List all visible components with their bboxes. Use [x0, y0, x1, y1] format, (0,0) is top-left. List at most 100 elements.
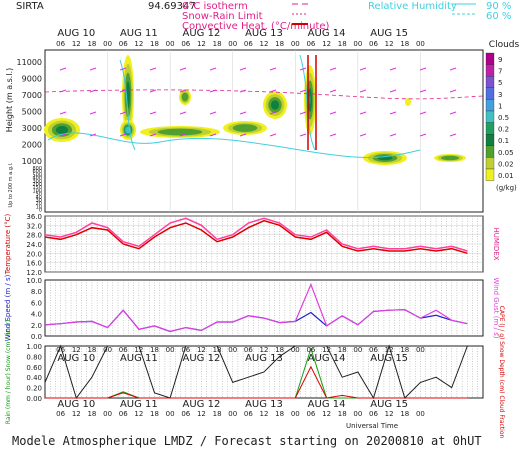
- wind-arrow: [89, 111, 97, 115]
- hour-tick-label: 18: [338, 40, 347, 48]
- hour-tick-label: 12: [197, 410, 206, 418]
- series-line: [44, 217, 468, 252]
- height-tick-label-low: 300: [32, 179, 42, 185]
- hour-tick-label: 00: [228, 40, 237, 48]
- legend-convective: Convective Heat. (°C/minute): [182, 21, 330, 32]
- y-tick-label: 28.0: [26, 232, 42, 240]
- day-label: AUG 15: [370, 353, 408, 364]
- series-line: [45, 365, 468, 399]
- legend-snow-rain: Snow-Rain Limit: [182, 11, 263, 22]
- series-line: [44, 282, 468, 333]
- wind-arrow: [269, 133, 277, 137]
- hour-tick-label: 18: [150, 40, 159, 48]
- hour-tick-label: 18: [87, 346, 96, 354]
- hour-tick-label: 18: [338, 410, 347, 418]
- day-label: AUG 14: [308, 399, 346, 410]
- y-tick-label: 0.20: [26, 385, 42, 393]
- height-tick-label: 11000: [17, 58, 42, 67]
- hour-tick-label: 06: [306, 346, 315, 354]
- hour-tick-label: 12: [260, 40, 269, 48]
- wind-arrow: [389, 111, 397, 115]
- hour-tick-label: 00: [228, 346, 237, 354]
- day-label: AUG 12: [183, 28, 221, 39]
- height-axis-label: Height (m a.s.l.): [5, 68, 14, 133]
- hour-tick-label: 00: [228, 410, 237, 418]
- day-label: AUG 12: [183, 353, 221, 364]
- colorbar-label: 0.1: [498, 137, 509, 145]
- hour-tick-label: 18: [338, 346, 347, 354]
- hour-tick-label: 00: [416, 346, 425, 354]
- day-label: AUG 11: [120, 28, 158, 39]
- colorbar-swatch: [485, 110, 495, 123]
- wind-arrow: [359, 133, 367, 137]
- wind-arrow: [119, 133, 127, 137]
- wind-gust-axis-label: Wind Gust (m / s): [492, 277, 500, 338]
- hour-tick-label: 18: [400, 410, 409, 418]
- wind-arrow: [299, 89, 307, 93]
- hour-tick-label: 12: [134, 346, 143, 354]
- colorbar-label: 7: [498, 68, 502, 76]
- colorbar-label: 5: [498, 79, 502, 87]
- day-label: AUG 13: [245, 28, 283, 39]
- hour-tick-label: 18: [275, 346, 284, 354]
- wind-arrow: [149, 133, 157, 137]
- hour-tick-label: 06: [56, 410, 65, 418]
- wind-arrow: [329, 89, 337, 93]
- wind-arrow: [299, 111, 307, 115]
- y-tick-label: 0.60: [26, 364, 42, 372]
- height-tick-label-low: 150: [32, 185, 42, 191]
- wind-arrow: [419, 133, 427, 137]
- hour-tick-label: 06: [181, 346, 190, 354]
- day-label: AUG 10: [57, 353, 95, 364]
- hour-tick-label: 12: [385, 40, 394, 48]
- hour-tick-label: 00: [353, 346, 362, 354]
- y-tick-label: 24.0: [26, 241, 42, 249]
- hour-tick-label: 00: [103, 346, 112, 354]
- y-tick-label: 0.00: [26, 395, 42, 403]
- wind-arrow: [239, 89, 247, 93]
- hour-tick-label: 00: [166, 40, 175, 48]
- hour-tick-label: 06: [306, 40, 315, 48]
- wind-arrow: [89, 67, 97, 71]
- height-tick-label: 7000: [22, 91, 42, 100]
- hour-tick-label: 12: [197, 40, 206, 48]
- wind-arrow: [329, 111, 337, 115]
- day-label: AUG 15: [370, 399, 408, 410]
- hour-tick-label: 06: [119, 346, 128, 354]
- hour-tick-label: 12: [385, 410, 394, 418]
- wind-arrow: [419, 89, 427, 93]
- day-label: AUG 12: [183, 399, 221, 410]
- hour-tick-label: 12: [72, 346, 81, 354]
- cloud-area: [157, 128, 203, 136]
- colorbar-label: 0.2: [498, 126, 509, 134]
- wind-arrow: [389, 67, 397, 71]
- header-number: 94.69347: [148, 1, 196, 12]
- convective-heating-contour: [307, 55, 317, 150]
- height-tick-label-low: 800: [32, 166, 42, 172]
- y-tick-label: 1.00: [26, 343, 42, 351]
- y-tick-label: 36.0: [26, 213, 42, 221]
- hour-tick-label: 00: [291, 40, 300, 48]
- day-label: AUG 10: [57, 399, 95, 410]
- hour-tick-label: 18: [87, 40, 96, 48]
- wind-arrow: [209, 67, 217, 71]
- colorbar-swatch: [485, 52, 495, 65]
- hour-tick-label: 06: [244, 410, 253, 418]
- cloud-area: [405, 98, 411, 106]
- height-tick-label-low: 100: [32, 188, 42, 194]
- height-tick-label: 2000: [22, 141, 42, 150]
- day-label: AUG 14: [308, 28, 346, 39]
- rh-level-60: 60 %: [486, 11, 511, 22]
- hour-tick-label: 00: [416, 410, 425, 418]
- colorbar-label: 0.05: [498, 149, 514, 157]
- wind-arrow: [149, 67, 157, 71]
- hour-tick-label: 06: [306, 410, 315, 418]
- colorbar-swatch: [485, 87, 495, 100]
- wind-arrow: [269, 111, 277, 115]
- cloud-area: [441, 155, 459, 161]
- colorbar-swatch: [485, 134, 495, 146]
- hour-tick-label: 18: [150, 346, 159, 354]
- wind-arrow: [449, 89, 457, 93]
- colorbar-swatch: [485, 122, 495, 135]
